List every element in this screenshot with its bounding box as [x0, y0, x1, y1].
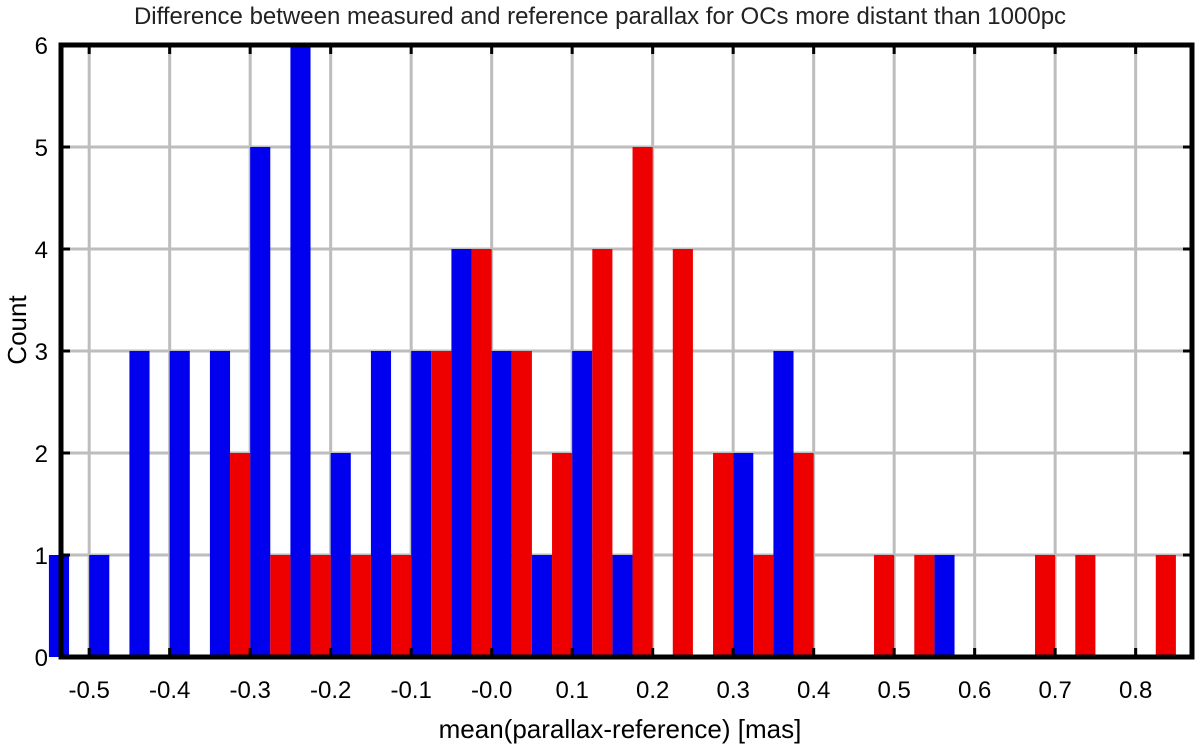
- bar-series0-bin-8: [370, 351, 392, 657]
- bar-series0-bin-3: [169, 351, 190, 657]
- bar-series1-bin-21: [914, 555, 935, 657]
- x-tick-label-2: -0.3: [229, 677, 270, 704]
- y-axis-label: Count: [2, 295, 32, 365]
- y-tick-label-6: 6: [35, 33, 48, 60]
- bar-series1-bin-10: [471, 249, 492, 657]
- bar-series1-bin-5: [270, 555, 291, 657]
- y-tick-labels: 0 1 2 3 4 5 6: [35, 33, 48, 672]
- bar-series0-bin-17: [733, 453, 754, 657]
- y-tick-label-4: 4: [35, 237, 48, 264]
- x-tick-label-5: -0.0: [471, 677, 512, 704]
- y-tick-label-3: 3: [35, 339, 48, 366]
- bar-series1-bin-17: [753, 555, 774, 657]
- x-tick-label-0: -0.5: [68, 677, 109, 704]
- x-tick-label-4: -0.1: [390, 677, 431, 704]
- x-tick-label-9: 0.4: [797, 677, 830, 704]
- y-tick-label-2: 2: [35, 441, 48, 468]
- bar-series0-bin-10: [451, 249, 472, 657]
- y-tick-label-1: 1: [35, 543, 48, 570]
- bar-series0-bin-6: [290, 45, 311, 657]
- bar-series1-bin-24: [1035, 555, 1056, 657]
- bar-series1-bin-12: [552, 453, 573, 657]
- bar-series0-bin-14: [612, 555, 633, 657]
- x-tick-label-13: 0.8: [1119, 677, 1152, 704]
- x-tick-label-11: 0.6: [958, 677, 991, 704]
- grid-lines: [61, 43, 1192, 659]
- x-tick-label-10: 0.5: [877, 677, 910, 704]
- x-tick-label-8: 0.3: [716, 677, 749, 704]
- bar-series1-bin-20: [874, 555, 895, 657]
- bar-series1-bin-13: [592, 249, 613, 657]
- bar-series1-bin-27: [1155, 555, 1176, 657]
- x-tick-label-1: -0.4: [149, 677, 190, 704]
- bar-series0-bin-5: [250, 147, 271, 657]
- x-tick-label-3: -0.2: [310, 677, 351, 704]
- bar-series1-bin-11: [511, 351, 532, 657]
- bar-series1-bin-15: [672, 249, 693, 657]
- bar-series1-bin-6: [310, 555, 331, 657]
- bar-series1-bin-9: [431, 351, 452, 657]
- bar-series0-bin-11: [491, 351, 512, 657]
- x-tick-label-6: 0.1: [555, 677, 588, 704]
- bar-series1-bin-4: [230, 453, 251, 657]
- bar-series0-bin-2: [129, 351, 150, 657]
- bars: [48, 45, 1176, 657]
- bar-series0-bin-13: [572, 351, 593, 657]
- x-tick-label-7: 0.2: [636, 677, 669, 704]
- x-tick-label-12: 0.7: [1038, 677, 1071, 704]
- bar-series0-bin-1: [89, 555, 110, 657]
- bar-series1-bin-8: [391, 555, 412, 657]
- bar-series1-bin-18: [793, 453, 814, 657]
- x-tick-labels: -0.5 -0.4 -0.3 -0.2 -0.1 -0.0 0.1 0.2 0.3 0.4 0.5 0…: [68, 677, 1152, 704]
- bar-series0-bin-7: [330, 453, 351, 657]
- bar-series1-bin-25: [1075, 555, 1096, 657]
- y-tick-label-5: 5: [35, 135, 48, 162]
- bar-series0-bin-18: [773, 351, 794, 657]
- bar-series1-bin-14: [632, 147, 653, 657]
- bar-series0-bin-4: [209, 351, 231, 657]
- bar-series1-bin-7: [350, 555, 371, 657]
- y-tick-label-0: 0: [35, 645, 48, 672]
- bar-series0-bin-9: [411, 351, 432, 657]
- bar-series1-bin-16: [713, 453, 734, 657]
- bar-series0-bin-22: [934, 555, 955, 657]
- bar-series0-bin-12: [531, 555, 553, 657]
- x-axis-label: mean(parallax-reference) [mas]: [439, 714, 802, 744]
- chart-title: Difference between measured and referenc…: [134, 3, 1066, 30]
- tick-marks: [61, 43, 1192, 659]
